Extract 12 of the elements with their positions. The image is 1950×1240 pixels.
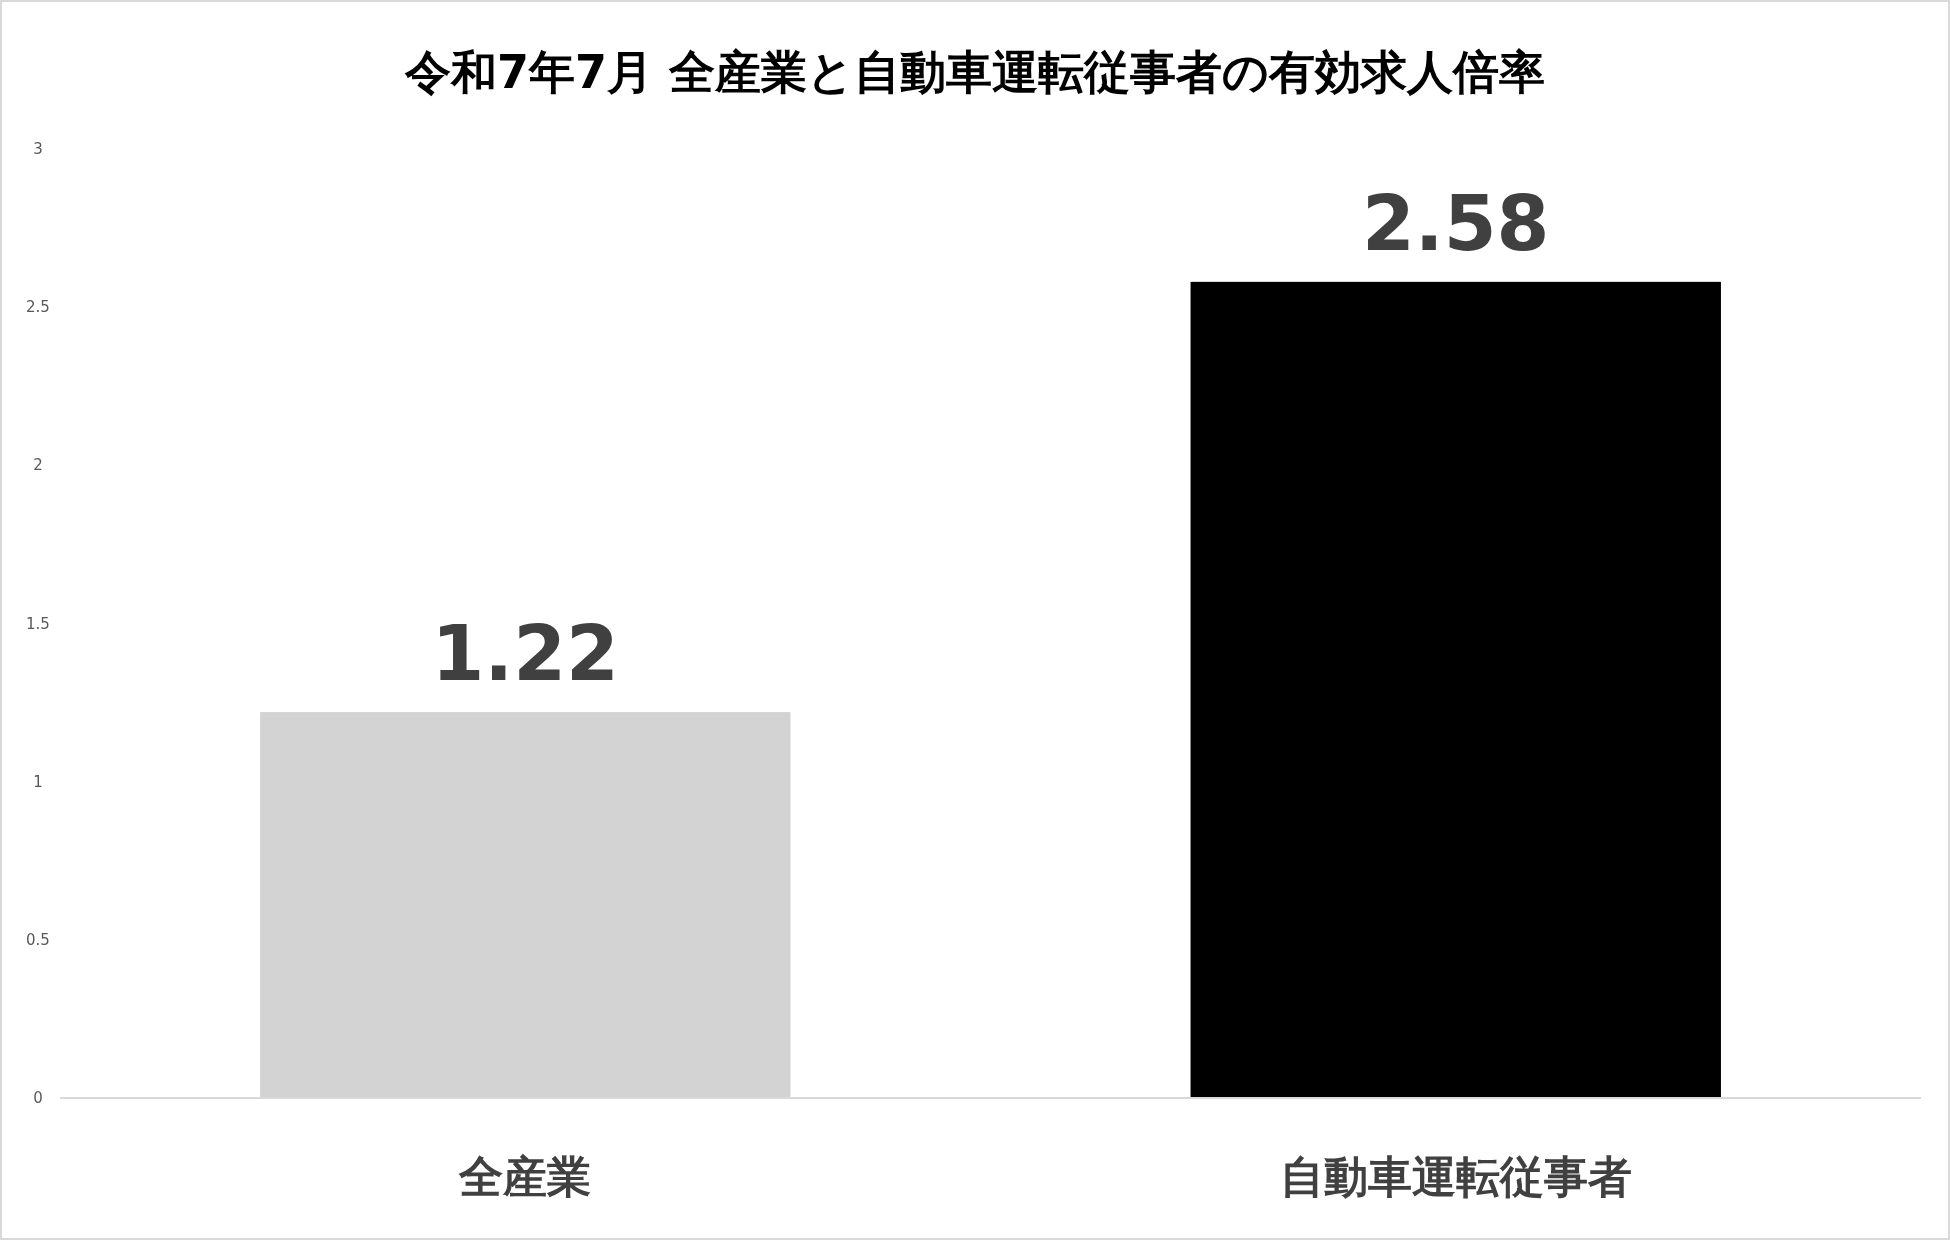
y-tick-label: 1.5 bbox=[26, 614, 50, 633]
y-tick-label: 3 bbox=[33, 140, 43, 158]
chart-title: 令和7年7月 全産業と自動車運転従事者の有効求人倍率 bbox=[403, 45, 1546, 99]
x-tick-label: 全産業 bbox=[458, 1151, 592, 1202]
y-tick-label: 0 bbox=[33, 1089, 43, 1107]
y-tick-label: 1 bbox=[33, 772, 43, 791]
data-label: 1.22 bbox=[431, 609, 620, 699]
y-tick-label: 2 bbox=[33, 456, 43, 475]
y-tick-label: 0.5 bbox=[26, 930, 50, 949]
x-tick-label: 自動車運転従事者 bbox=[1279, 1151, 1632, 1202]
data-label: 2.58 bbox=[1361, 178, 1550, 268]
y-tick-label: 2.5 bbox=[26, 298, 50, 317]
